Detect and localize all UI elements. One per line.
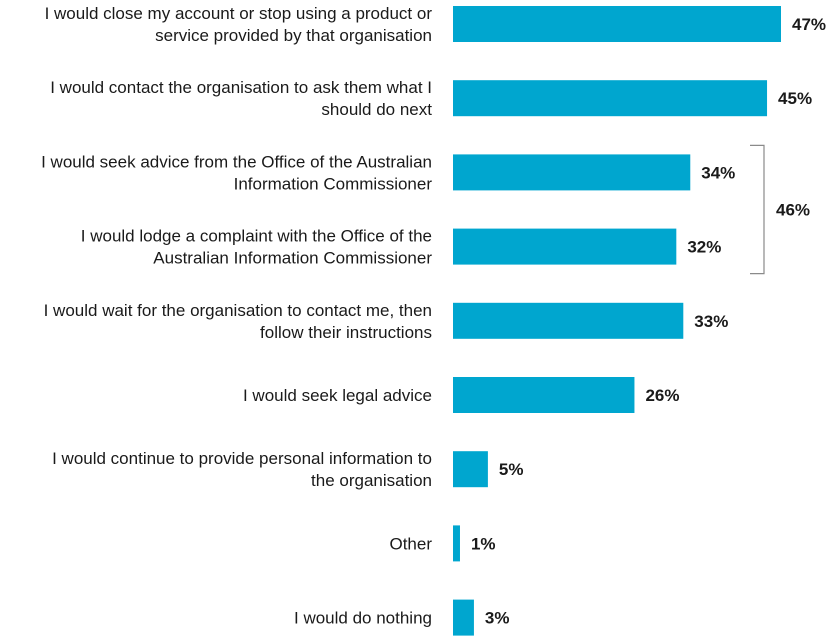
category-label: Information Commissioner: [234, 174, 433, 193]
bracket-annotation: 46%: [750, 144, 810, 275]
bar-row: I would wait for the organisation to con…: [44, 301, 729, 342]
category-label: Other: [389, 534, 432, 553]
bar: [453, 6, 781, 42]
value-label: 47%: [792, 15, 826, 34]
category-label: I would seek advice from the Office of t…: [41, 152, 432, 171]
bar: [453, 451, 488, 488]
category-label: follow their instructions: [260, 323, 432, 342]
bar-row: I would seek advice from the Office of t…: [41, 152, 735, 193]
category-label: I would contact the organisation to ask …: [50, 78, 432, 97]
category-label: Australian Information Commissioner: [153, 249, 432, 268]
category-label: I would continue to provide personal inf…: [52, 449, 432, 468]
bar-row: I would seek legal advice 26%: [243, 377, 679, 413]
value-label: 45%: [778, 89, 812, 108]
bracket-line: [750, 144, 765, 275]
bracket-label: 46%: [776, 201, 810, 220]
category-label: I would do nothing: [294, 609, 432, 628]
value-label: 1%: [471, 534, 496, 553]
value-label: 34%: [701, 163, 735, 182]
category-label: service provided by that organisation: [155, 26, 432, 45]
bar: [453, 525, 460, 562]
bar-row: I would lodge a complaint with the Offic…: [81, 227, 722, 268]
category-label: I would wait for the organisation to con…: [44, 301, 432, 320]
category-label: the organisation: [311, 471, 432, 490]
bar: [453, 80, 768, 117]
value-label: 32%: [687, 238, 721, 257]
value-label: 33%: [694, 312, 728, 331]
bar-row: I would contact the organisation to ask …: [50, 78, 812, 119]
bar: [453, 599, 474, 636]
bar: [453, 228, 677, 265]
bar-row: Other 1%: [389, 525, 496, 562]
bar: [453, 377, 635, 413]
bar: [453, 302, 684, 339]
value-label: 26%: [645, 386, 679, 405]
category-label: I would close my account or stop using a…: [45, 4, 433, 23]
value-label: 5%: [499, 460, 524, 479]
category-label: should do next: [321, 100, 432, 119]
bar-row: I would close my account or stop using a…: [45, 4, 826, 45]
category-label: I would lodge a complaint with the Offic…: [81, 227, 432, 246]
chart-rows: I would close my account or stop using a…: [41, 4, 826, 636]
bar-row: I would continue to provide personal inf…: [52, 449, 523, 490]
bar-row: I would do nothing 3%: [294, 599, 510, 636]
value-label: 3%: [485, 609, 510, 628]
bar: [453, 154, 691, 191]
category-label: I would seek legal advice: [243, 386, 432, 405]
